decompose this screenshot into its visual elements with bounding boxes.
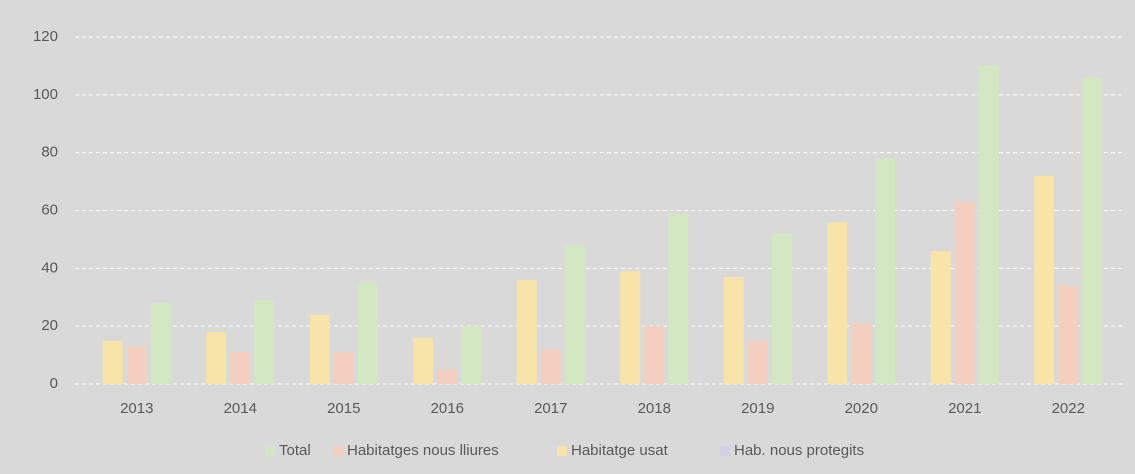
x-tick-label: 2013	[120, 400, 153, 417]
legend-label: Hab. nous protegits	[734, 442, 864, 459]
bar	[1058, 285, 1079, 384]
x-tick-label: 2014	[224, 400, 257, 417]
bar	[771, 233, 792, 384]
bar	[309, 314, 330, 384]
x-tick-label: 2019	[741, 400, 774, 417]
bar	[230, 352, 251, 384]
y-tick-label: 40	[41, 259, 58, 276]
x-tick-label: 2016	[431, 400, 464, 417]
legend-swatch	[265, 446, 275, 456]
bar	[1082, 77, 1103, 384]
y-tick-label: 0	[50, 375, 58, 392]
bar	[540, 349, 561, 384]
bar	[516, 279, 537, 384]
bar	[644, 326, 665, 384]
bar	[206, 331, 227, 384]
bar	[620, 271, 641, 384]
bar	[254, 300, 275, 384]
bar	[564, 245, 585, 384]
bar	[461, 326, 482, 384]
y-tick-label: 20	[41, 317, 58, 334]
legend-swatch	[557, 446, 567, 456]
legend-label: Habitatges nous lliures	[347, 442, 499, 459]
x-tick-label: 2021	[948, 400, 981, 417]
x-tick-label: 2015	[327, 400, 360, 417]
bar	[723, 277, 744, 384]
x-tick-label: 2018	[638, 400, 671, 417]
bar	[413, 337, 434, 384]
bar	[930, 250, 951, 384]
bar	[954, 201, 975, 384]
bar	[851, 323, 872, 384]
bar	[437, 369, 458, 384]
legend-label: Habitatge usat	[571, 442, 669, 459]
y-tick-label: 60	[41, 201, 58, 218]
bar	[333, 352, 354, 384]
bar	[126, 346, 147, 384]
bar	[978, 65, 999, 385]
y-tick-label: 120	[33, 28, 58, 45]
legend-label: Total	[279, 442, 311, 459]
x-tick-label: 2022	[1052, 400, 1085, 417]
bar	[150, 303, 171, 384]
bar	[875, 158, 896, 384]
bar	[1034, 175, 1055, 384]
y-tick-label: 80	[41, 144, 58, 161]
legend-swatch	[720, 446, 730, 456]
bar	[747, 340, 768, 384]
bar	[102, 340, 123, 384]
y-tick-label: 100	[33, 86, 58, 103]
x-tick-label: 2020	[845, 400, 878, 417]
legend-swatch	[333, 446, 343, 456]
bar	[668, 213, 689, 384]
bar	[827, 222, 848, 384]
bar	[357, 282, 378, 384]
x-tick-label: 2017	[534, 400, 567, 417]
